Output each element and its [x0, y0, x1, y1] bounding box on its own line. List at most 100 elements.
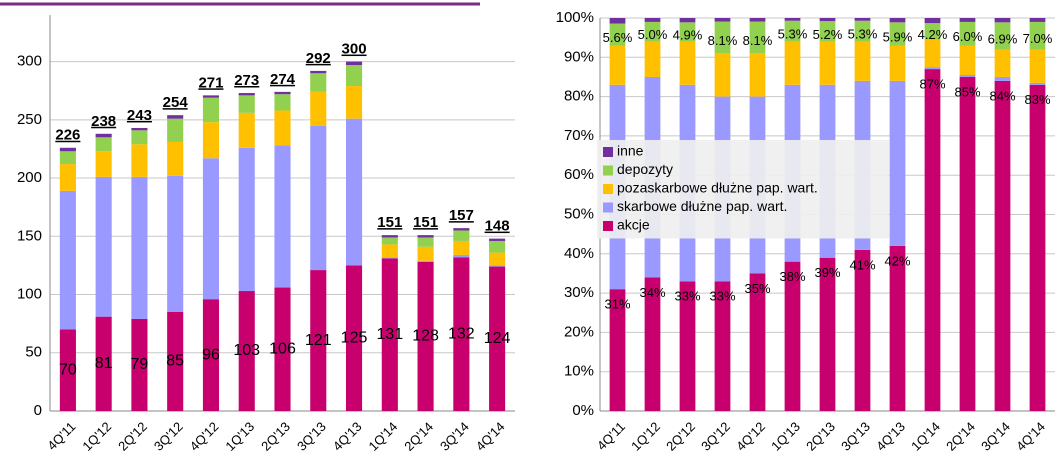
bar-segment [749, 21, 766, 54]
bar-segment [819, 21, 836, 42]
x-tick-label: 2Q'13 [803, 419, 838, 454]
bar-segment [889, 80, 906, 246]
bar-segment [381, 258, 398, 411]
legend-swatch [603, 202, 613, 213]
bar-segment [131, 176, 148, 319]
bar-segment [417, 246, 434, 261]
bar-segment [310, 91, 327, 126]
bar-segment [345, 86, 363, 119]
bar-segment [924, 69, 941, 411]
x-tick-label: 1Q'12 [79, 419, 114, 454]
bar-segment [238, 93, 255, 96]
bar-segment [489, 240, 506, 253]
legend-swatch [603, 147, 613, 157]
bar-segment [59, 147, 76, 152]
total-label: 238 [91, 113, 116, 130]
bar-segment [417, 260, 434, 262]
x-tick-label: 2Q'14 [943, 419, 978, 454]
bar-segment [644, 21, 661, 42]
bar-segment [167, 312, 184, 411]
total-label: 151 [413, 214, 438, 231]
bar-segment [274, 91, 291, 95]
value-label: 5.0% [638, 27, 668, 42]
value-label: 6.9% [988, 31, 1018, 46]
bar-segment [994, 80, 1011, 411]
bar-segment [749, 18, 766, 22]
bar-segment [924, 67, 941, 70]
legend-box [597, 140, 889, 239]
bar-segment [202, 158, 220, 300]
value-label: 5.9% [883, 29, 913, 44]
bar-segment [131, 127, 148, 131]
value-label: 128 [412, 328, 439, 345]
value-label: 33% [674, 289, 700, 304]
y-tick-label: 10% [564, 363, 594, 380]
value-label: 87% [919, 77, 945, 92]
bar-segment [924, 39, 941, 68]
bar-segment [238, 147, 255, 292]
bar-segment [994, 49, 1011, 77]
value-label: 4.9% [673, 27, 703, 42]
x-tick-label: 3Q'12 [151, 419, 186, 454]
bar-segment [644, 277, 661, 411]
value-label: 38% [779, 269, 805, 284]
bar-segment [889, 45, 906, 81]
value-label: 4.2% [918, 27, 948, 42]
bar-segment [959, 18, 976, 22]
value-label: 85% [954, 84, 980, 99]
bar-segment [274, 145, 291, 288]
bar-segment [784, 18, 801, 21]
legend-swatch [603, 221, 613, 231]
bar-segment [202, 95, 220, 98]
bar-segment [310, 70, 327, 74]
bar-segment [679, 18, 696, 23]
bar-segment [854, 249, 871, 411]
bar-segment [131, 144, 148, 177]
x-tick-label: 1Q'14 [366, 419, 401, 454]
x-tick-label: 3Q'14 [978, 419, 1013, 454]
bar-segment [202, 299, 220, 411]
bar-segment [489, 265, 506, 267]
bar-segment [1029, 82, 1046, 85]
value-label: 103 [233, 342, 260, 359]
value-label: 33% [709, 289, 735, 304]
total-label: 243 [127, 107, 152, 124]
x-tick-label: 4Q'12 [187, 419, 222, 454]
bar-segment [959, 74, 976, 77]
x-tick-label: 4Q'14 [473, 419, 508, 454]
y-tick-label: 200 [17, 169, 42, 186]
total-label: 226 [55, 127, 80, 144]
bar-segment [238, 95, 255, 113]
value-label: 83% [1024, 92, 1050, 107]
bar-segment [819, 257, 836, 411]
value-label: 35% [744, 281, 770, 296]
value-label: 42% [884, 253, 910, 268]
bar-segment [167, 115, 184, 119]
bar-segment [95, 176, 112, 317]
bar-segment [381, 257, 398, 259]
total-label: 151 [377, 214, 402, 231]
legend-swatch [603, 184, 613, 194]
bar-segment [453, 257, 470, 411]
bar-segment [453, 228, 470, 231]
bar-segment [310, 270, 327, 411]
value-label: 39% [814, 265, 840, 280]
x-tick-label: 2Q'14 [401, 419, 436, 454]
value-label: 6.0% [953, 29, 983, 44]
bar-segment [714, 53, 731, 97]
value-label: 85 [166, 353, 184, 370]
y-tick-label: 60% [564, 166, 594, 183]
value-label: 31% [604, 297, 630, 312]
bar-segment [274, 287, 291, 411]
y-tick-label: 90% [564, 48, 594, 65]
bar-segment [453, 240, 470, 255]
bar-segment [489, 266, 506, 411]
bar-segment [345, 265, 363, 411]
bar-segment [1029, 49, 1046, 83]
bar-segment [274, 94, 291, 111]
y-tick-label: 20% [564, 323, 594, 340]
bar-segment [994, 22, 1011, 50]
value-label: 121 [305, 332, 332, 349]
bar-segment [714, 21, 731, 54]
x-tick-label: 3Q'13 [294, 419, 329, 454]
